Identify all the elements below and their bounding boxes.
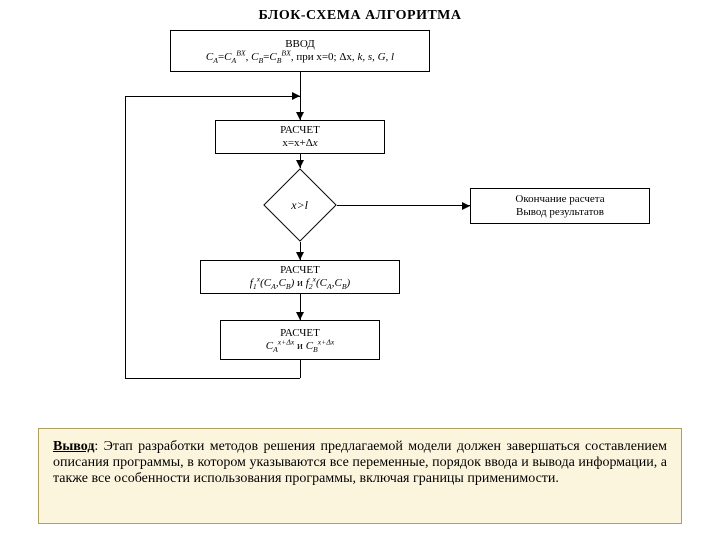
conclusion-box: Вывод: Этап разработки методов решения п… [38,428,682,524]
node-result: Окончание расчета Вывод результатов [470,188,650,224]
conclusion-lead: Вывод [53,439,94,454]
node-calc2: РАСЧЕТ f1x(CA,CB) и f2x(CA,CB) [200,260,400,294]
node-calc1-title: РАСЧЕТ [280,124,320,137]
node-input-body: CA=CABX, CB=CBBX, при x=0; Δx, k, s, G, … [206,51,394,64]
node-decision: x>l [263,168,337,242]
node-decision-label: x>l [275,198,325,213]
node-calc3-body: CAx+Δx и CBx+Δx [266,340,335,353]
diagram-title: БЛОК-СХЕМА АЛГОРИТМА [0,8,720,24]
node-calc2-body: f1x(CA,CB) и f2x(CA,CB) [250,277,350,290]
node-calc1: РАСЧЕТ x=x+Δx [215,120,385,154]
node-calc3: РАСЧЕТ CAx+Δx и CBx+Δx [220,320,380,360]
node-input: ВВОД CA=CABX, CB=CBBX, при x=0; Δx, k, s… [170,30,430,72]
node-calc1-body: x=x+Δx [282,137,317,150]
node-result-title: Окончание расчета [515,193,604,206]
conclusion-text: : Этап разработки методов решения предла… [53,439,667,486]
node-result-body: Вывод результатов [516,206,604,219]
